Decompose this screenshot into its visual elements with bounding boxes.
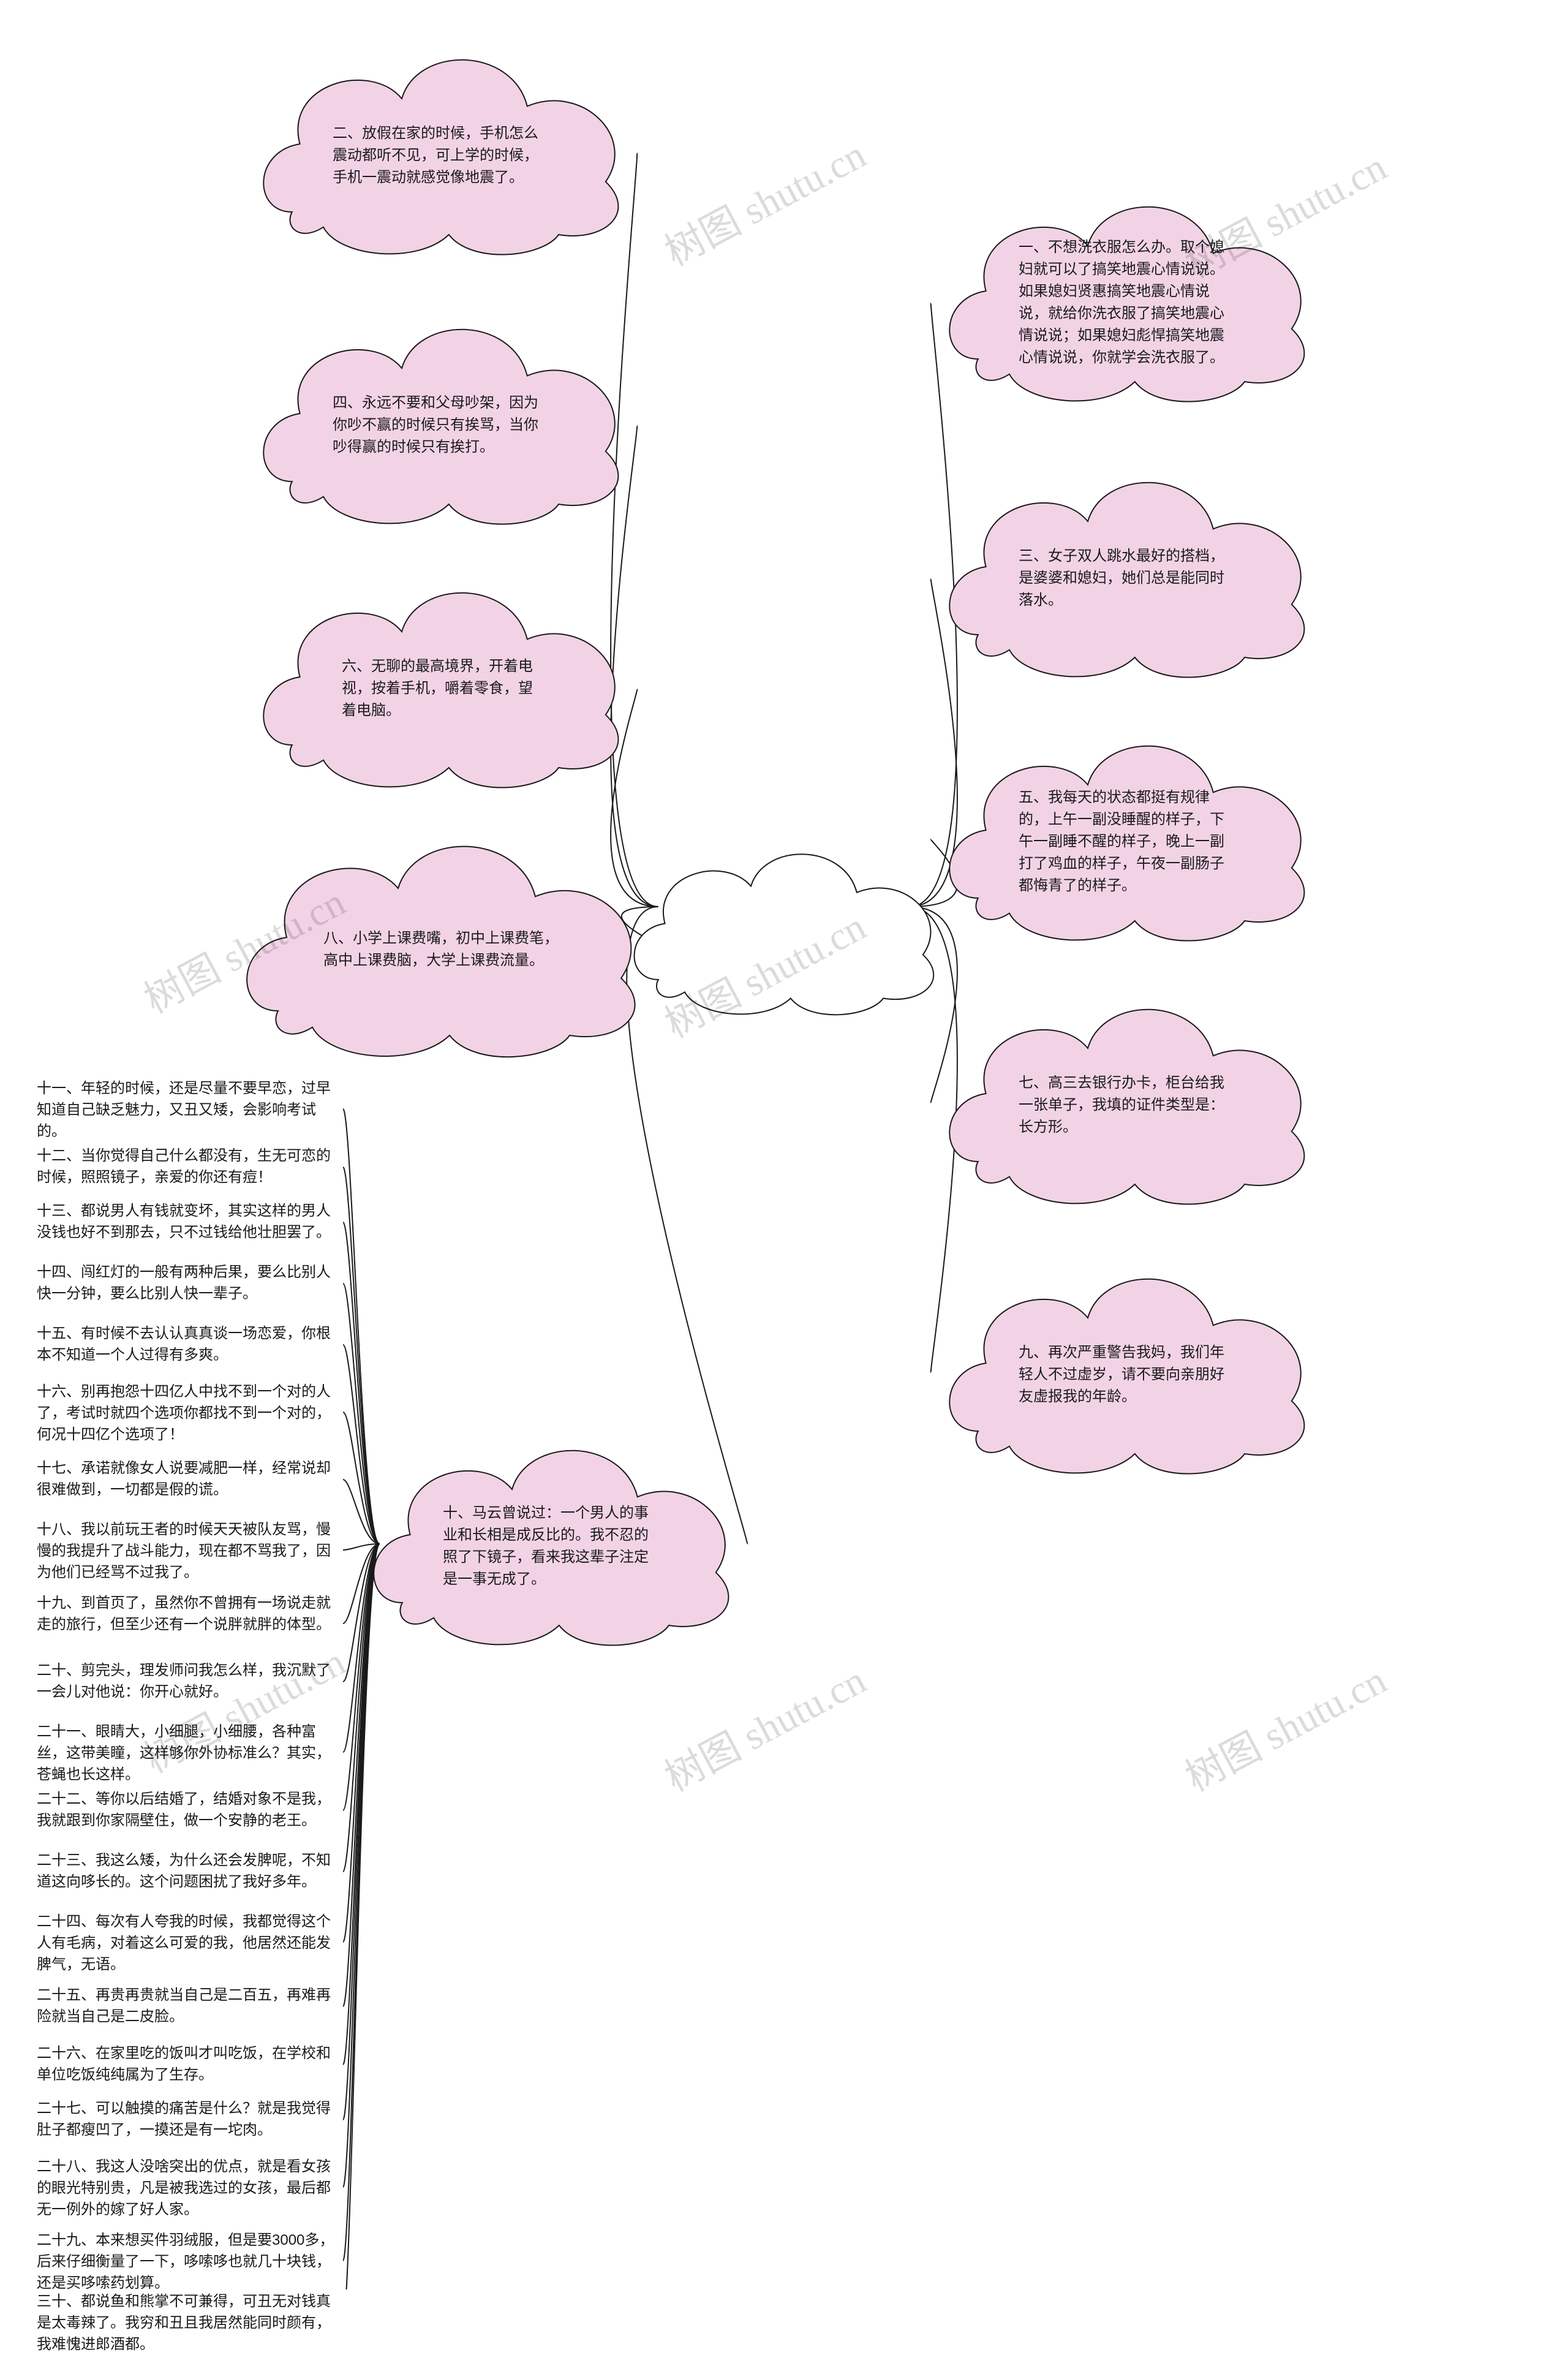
watermark: 树图 shutu.cn [1174, 1649, 1395, 1802]
text-leaf[interactable]: 十八、我以前玩王者的时候天天被队友骂，慢慢的我提升了战斗能力，现在都不骂我了，因… [37, 1519, 343, 1583]
cloud-node[interactable]: 二、放假在家的时候，手机怎么震动都听不见，可上学的时候，手机一震动就感觉像地震了… [245, 31, 637, 257]
text-leaf[interactable]: 三十、都说鱼和熊掌不可兼得，可丑无对钱真是太毒辣了。我穷和丑且我居然能同时颜有，… [37, 2291, 343, 2355]
text-leaf[interactable]: 十四、闯红灯的一般有两种后果，要么比别人快一分钟，要么比别人快一辈子。 [37, 1262, 343, 1305]
text-leaf[interactable]: 十三、都说男人有钱就变坏，其实这样的男人没钱也好不到那去，只不过钱给他壮胆罢了。 [37, 1201, 343, 1244]
cloud-label: 八、小学上课费嘴，初中上课费笔，高中上课费脑，大学上课费流量。 [318, 928, 564, 972]
cloud-node[interactable]: 九、再次严重警告我妈，我们年轻人不过虚岁，请不要向亲朋好友虚报我的年龄。 [931, 1250, 1323, 1476]
text-leaf[interactable]: 二十、剪完头，理发师问我怎么样，我沉默了一会儿对他说：你开心就好。 [37, 1660, 343, 1703]
text-leaf[interactable]: 二十七、可以触摸的痛苦是什么？就是我觉得肚子都瘦凹了，一摸还是有一坨肉。 [37, 2098, 343, 2141]
cloud-node[interactable]: 一、不想洗衣服怎么办。取个媳妇就可以了搞笑地震心情说说。如果媳妇贤惠搞笑地震心情… [931, 178, 1323, 404]
text-leaf[interactable]: 十六、别再抱怨十四亿人中找不到一个对的人了，考试时就四个选项你都找不到一个对的，… [37, 1382, 343, 1445]
cloud-node[interactable]: 七、高三去银行办卡，柜台给我一张单子，我填的证件类型是：长方形。 [931, 980, 1323, 1207]
cloud-label: 四、永远不要和父母吵架，因为你吵不赢的时候只有挨骂，当你吵得赢的时候只有挨打。 [328, 392, 554, 458]
text-leaf[interactable]: 二十九、本来想买件羽绒服，但是要3000多，后来仔细衡量了一下，哆嗦哆也就几十块… [37, 2230, 343, 2294]
cloud-label: 六、无聊的最高境界，开着电视，按着手机，嚼着零食，望着电脑。 [337, 656, 545, 722]
edge [611, 153, 658, 907]
cloud-label: 三、女子双人跳水最好的搭档，是婆婆和媳妇，她们总是能同时落水。 [1014, 545, 1240, 611]
watermark: 树图 shutu.cn [654, 1649, 874, 1802]
cloud-label: 五、我每天的状态都挺有规律的，上午一副没睡醒的样子，下午一副睡不醒的样子，晚上一… [1014, 787, 1240, 897]
cloud-node[interactable] [619, 830, 949, 1017]
text-leaf[interactable]: 十五、有时候不去认认真真谈一场恋爱，你根本不知道一个人过得有多爽。 [37, 1323, 343, 1366]
text-leaf[interactable]: 二十五、再贵再贵就当自己是二百五，再难再险就当自己是二皮脸。 [37, 1985, 343, 2028]
cloud-label: 十、马云曾说过：一个男人的事业和长相是成反比的。我不忍的照了下镜子，看来我这辈子… [438, 1502, 665, 1590]
cloud-node[interactable]: 八、小学上课费嘴，初中上课费笔，高中上课费脑，大学上课费流量。 [227, 815, 655, 1060]
edge [343, 1544, 380, 2289]
text-leaf[interactable]: 十一、年轻的时候，还是尽量不要早恋，过早知道自己缺乏魅力，又丑又矮，会影响考试的… [37, 1078, 343, 1142]
cloud-node[interactable]: 六、无聊的最高境界，开着电视，按着手机，嚼着零食，望着电脑。 [245, 564, 637, 790]
text-leaf[interactable]: 二十六、在家里吃的饭叫才叫吃饭，在学校和单位吃饭纯纯属为了生存。 [37, 2043, 343, 2086]
cloud-node[interactable]: 十、马云曾说过：一个男人的事业和长相是成反比的。我不忍的照了下镜子，看来我这辈子… [355, 1421, 747, 1648]
text-leaf[interactable]: 十九、到首页了，虽然你不曾拥有一场说走就走的旅行，但至少还有一个说胖就胖的体型。 [37, 1593, 343, 1636]
text-leaf[interactable]: 十七、承诺就像女人说要减肥一样，经常说却很难做到，一切都是假的谎。 [37, 1458, 343, 1501]
cloud-node[interactable]: 五、我每天的状态都挺有规律的，上午一副没睡醒的样子，下午一副睡不醒的样子，晚上一… [931, 717, 1323, 943]
cloud-label: 七、高三去银行办卡，柜台给我一张单子，我填的证件类型是：长方形。 [1014, 1072, 1240, 1138]
text-leaf[interactable]: 二十一、眼睛大，小细腿，小细腰，各种富丝，这带美瞳，这样够你外协标准么？其实，苍… [37, 1722, 343, 1785]
cloud-node[interactable]: 三、女子双人跳水最好的搭档，是婆婆和媳妇，她们总是能同时落水。 [931, 453, 1323, 680]
cloud-label: 一、不想洗衣服怎么办。取个媳妇就可以了搞笑地震心情说说。如果媳妇贤惠搞笑地震心情… [1014, 236, 1240, 369]
text-leaf[interactable]: 二十四、每次有人夸我的时候，我都觉得这个人有毛病，对着这么可爱的我，他居然还能发… [37, 1911, 343, 1975]
text-leaf[interactable]: 二十二、等你以后结婚了，结婚对象不是我，我就跟到你家隔壁住，做一个安静的老王。 [37, 1789, 343, 1832]
text-leaf[interactable]: 二十八、我这人没啥突出的优点，就是看女孩的眼光特别贵，凡是被我选过的女孩，最后都… [37, 2157, 343, 2220]
text-leaf[interactable]: 二十三、我这么矮，为什么还会发脾呢，不知道这向哆长的。这个问题困扰了我好多年。 [37, 1850, 343, 1893]
cloud-label: 二、放假在家的时候，手机怎么震动都听不见，可上学的时候，手机一震动就感觉像地震了… [328, 123, 554, 189]
cloud-label: 九、再次严重警告我妈，我们年轻人不过虚岁，请不要向亲朋好友虚报我的年龄。 [1014, 1342, 1240, 1408]
cloud-node[interactable]: 四、永远不要和父母吵架，因为你吵不赢的时候只有挨骂，当你吵得赢的时候只有挨打。 [245, 300, 637, 527]
edge [343, 1544, 380, 2261]
watermark: 树图 shutu.cn [654, 124, 874, 277]
text-leaf[interactable]: 十二、当你觉得自己什么都没有，生无可恋的时候，照照镜子，亲爱的你还有痘！ [37, 1146, 343, 1189]
